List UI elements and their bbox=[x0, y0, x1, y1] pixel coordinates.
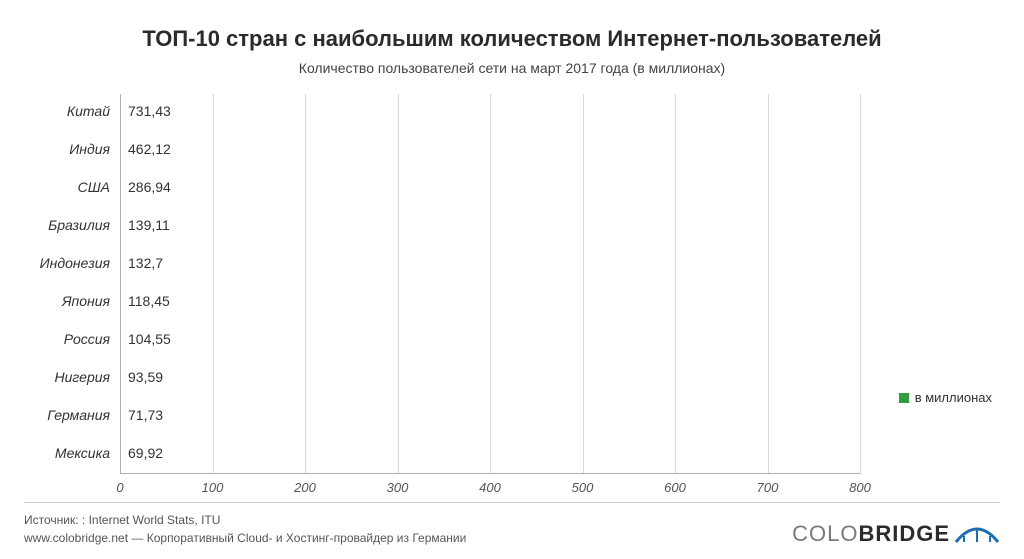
source-value: : Internet World Stats, ITU bbox=[82, 513, 221, 527]
x-tick-label: 600 bbox=[664, 480, 686, 495]
chart-container: ТОП-10 стран с наибольшим количеством Ин… bbox=[0, 0, 1024, 559]
category-label: Индонезия bbox=[40, 255, 110, 271]
bridge-icon bbox=[954, 522, 1000, 544]
bar-value-label: 93,59 bbox=[128, 369, 163, 385]
x-tick-label: 0 bbox=[116, 480, 123, 495]
category-label: Германия bbox=[47, 407, 110, 423]
category-label: США bbox=[78, 179, 110, 195]
footer: Источник: : Internet World Stats, ITU ww… bbox=[24, 511, 1000, 547]
x-tick-label: 800 bbox=[849, 480, 871, 495]
logo-text-right: BRIDGE bbox=[858, 521, 950, 547]
x-tick-label: 700 bbox=[757, 480, 779, 495]
bar-value-label: 104,55 bbox=[128, 331, 171, 347]
category-label: Бразилия bbox=[48, 217, 110, 233]
category-label: Япония bbox=[62, 293, 110, 309]
footer-text: Источник: : Internet World Stats, ITU ww… bbox=[24, 511, 466, 547]
category-label: Китай bbox=[67, 103, 110, 119]
bar-value-label: 118,45 bbox=[128, 293, 170, 309]
bar-value-label: 139,11 bbox=[128, 217, 170, 233]
category-label: Индия bbox=[69, 141, 110, 157]
x-tick-label: 400 bbox=[479, 480, 501, 495]
bar-value-label: 286,94 bbox=[128, 179, 171, 195]
source-label: Источник: bbox=[24, 513, 82, 527]
bars-group: Китай731,43Индия462,12США286,94Бразилия1… bbox=[120, 94, 860, 474]
plot-area: Китай731,43Индия462,12США286,94Бразилия1… bbox=[120, 94, 860, 474]
logo-text-left: COLO bbox=[792, 521, 858, 547]
bar-value-label: 71,73 bbox=[128, 407, 163, 423]
legend: в миллионах bbox=[899, 390, 992, 405]
bar-value-label: 69,92 bbox=[128, 445, 163, 461]
x-tick-label: 100 bbox=[202, 480, 224, 495]
category-label: Нигерия bbox=[55, 369, 110, 385]
x-tick-label: 200 bbox=[294, 480, 316, 495]
chart-subtitle: Количество пользователей сети на март 20… bbox=[24, 60, 1000, 76]
brand-logo: COLOBRIDGE bbox=[792, 521, 1000, 547]
category-label: Мексика bbox=[55, 445, 110, 461]
bar-value-label: 731,43 bbox=[128, 103, 171, 119]
x-tick-label: 500 bbox=[572, 480, 594, 495]
chart-title: ТОП-10 стран с наибольшим количеством Ин… bbox=[24, 26, 1000, 52]
footer-divider bbox=[24, 502, 1000, 503]
legend-swatch bbox=[899, 393, 909, 403]
bar-value-label: 132,7 bbox=[128, 255, 163, 271]
bar-value-label: 462,12 bbox=[128, 141, 171, 157]
x-tick-label: 300 bbox=[387, 480, 409, 495]
category-label: Россия bbox=[64, 331, 110, 347]
legend-label: в миллионах bbox=[915, 390, 992, 405]
site-line: www.colobridge.net — Корпоративный Cloud… bbox=[24, 529, 466, 547]
gridline bbox=[860, 94, 861, 474]
